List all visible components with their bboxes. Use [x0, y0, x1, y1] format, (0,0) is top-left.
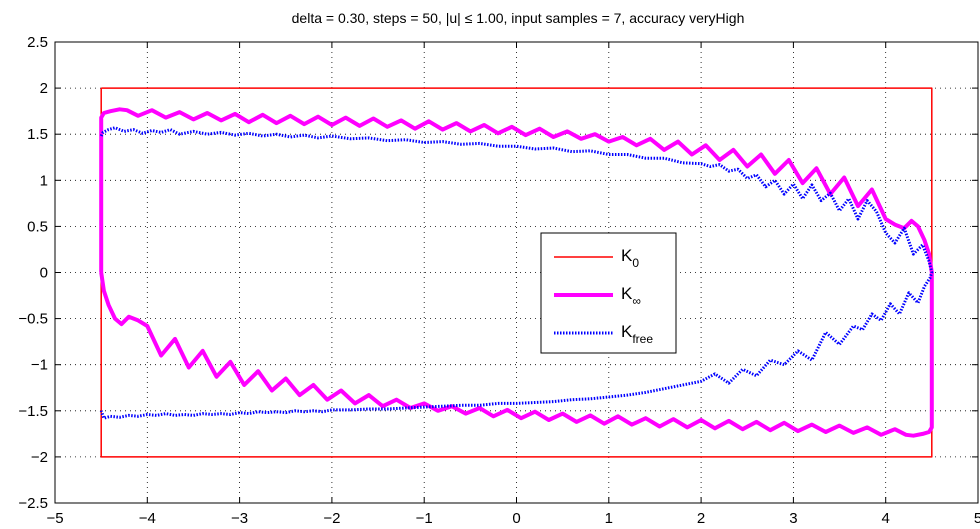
x-axis: −5 −4 −3 −2 −1 0 1 2 3 4 5	[46, 42, 980, 527]
legend-label-2: Kfree	[621, 322, 653, 346]
y-tick-label: −1.5	[18, 403, 48, 420]
x-tick-label: −5	[46, 510, 63, 527]
legend: K0 K∞ Kfree	[540, 232, 677, 354]
y-tick-label: 0	[40, 265, 48, 282]
series-line-0	[100, 87, 933, 458]
y-tick-label: 2	[40, 80, 48, 97]
y-tick-label: −2	[31, 449, 48, 466]
legend-label-0: K0	[621, 246, 639, 270]
x-tick-label: −3	[231, 510, 248, 527]
x-tick-label: 3	[789, 510, 797, 527]
series-layer	[99, 87, 934, 458]
x-tick-label: −1	[416, 510, 433, 527]
y-tick-label: 0.5	[27, 218, 48, 235]
x-tick-label: 2	[697, 510, 705, 527]
series-line-2	[99, 126, 934, 420]
y-tick-label: 2.5	[27, 34, 48, 51]
x-tick-label: 5	[974, 510, 980, 527]
x-tick-label: −4	[139, 510, 156, 527]
y-tick-label: 1.5	[27, 126, 48, 143]
chart-title: delta = 0.30, steps = 50, |u| ≤ 1.00, in…	[292, 10, 745, 26]
x-tick-label: 0	[512, 510, 520, 527]
y-tick-label: −1	[31, 357, 48, 374]
x-tick-label: 1	[605, 510, 613, 527]
legend-label-1: K∞	[621, 284, 641, 308]
y-tick-label: 1	[40, 172, 48, 189]
y-tick-label: −2.5	[18, 495, 48, 512]
x-tick-label: 4	[882, 510, 890, 527]
y-axis: −2.5 −2 −1.5 −1 −0.5 0 0.5 1 1.5 2 2.5	[18, 34, 978, 512]
y-tick-label: −0.5	[18, 311, 48, 328]
x-tick-label: −2	[323, 510, 340, 527]
